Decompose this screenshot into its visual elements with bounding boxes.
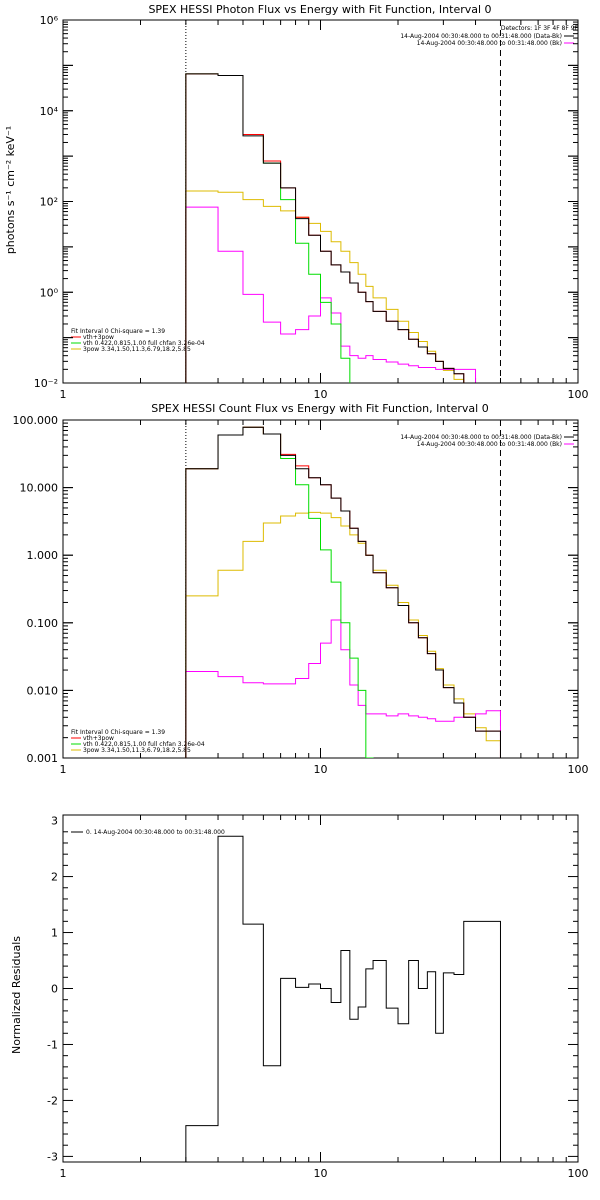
y-tick-label: 0.100 bbox=[27, 617, 59, 630]
y-tick-label: 2 bbox=[51, 871, 58, 884]
series-line-data-bk bbox=[185, 73, 477, 383]
series-line-vth bbox=[185, 426, 374, 758]
y-tick-label: 0.010 bbox=[27, 684, 59, 697]
legend-entry: 14-Aug-2004 00:30:48.000 to 00:31:48.000… bbox=[417, 40, 562, 47]
y-tick-label: 0.001 bbox=[27, 752, 59, 765]
series-line-data-bk bbox=[185, 426, 501, 758]
photon-flux-title: SPEX HESSI Photon Flux vs Energy with Fi… bbox=[148, 3, 491, 16]
legend-entry: 0. 14-Aug-2004 00:30:48.000 to 00:31:48.… bbox=[86, 829, 225, 836]
x-tick-label: 100 bbox=[568, 763, 589, 776]
residuals-panel: Normalized Residuals 0. 14-Aug-2004 00:3… bbox=[10, 814, 589, 1180]
legend-entry: vth+3pow bbox=[83, 735, 114, 742]
legend-entry: 3pow 3.34,1.50,11.3,6.79,18.2,5.85 bbox=[83, 747, 191, 754]
y-tick-label: -2 bbox=[47, 1094, 58, 1107]
legend-bottom-header: Fit Interval 0 Chi-square = 1.39 bbox=[71, 729, 165, 736]
series-group bbox=[185, 73, 477, 383]
legend-top: 14-Aug-2004 00:30:48.000 to 00:31:48.000… bbox=[400, 33, 574, 47]
series-line-vth-3pow bbox=[185, 426, 501, 758]
series-group bbox=[185, 835, 501, 1162]
photon-flux-ylabel: photons s⁻¹ cm⁻² keV⁻¹ bbox=[4, 126, 17, 254]
y-tick-label: 0 bbox=[51, 983, 58, 996]
legend-entry: 14-Aug-2004 00:30:48.000 to 00:31:48.000… bbox=[400, 434, 562, 441]
y-axis: -3 -2 -1 0 1 2 3 bbox=[47, 815, 578, 1163]
legend-top: 14-Aug-2004 00:30:48.000 to 00:31:48.000… bbox=[400, 434, 574, 448]
x-tick-label: 100 bbox=[568, 1167, 589, 1180]
y-tick-label: 100.000 bbox=[13, 414, 59, 427]
series-line-3pow bbox=[185, 511, 501, 758]
legend-top-header: Detectors: 1F 3F 4F 8F 9F bbox=[501, 25, 579, 32]
x-tick-label: 1 bbox=[60, 763, 67, 776]
y-tick-label: -3 bbox=[47, 1150, 58, 1163]
series-line-vth bbox=[185, 73, 351, 383]
series-line-bk bbox=[185, 206, 477, 383]
residuals-ylabel: Normalized Residuals bbox=[10, 936, 23, 1054]
y-tick-label: 10⁶ bbox=[40, 14, 59, 27]
y-tick-label: 10⁴ bbox=[40, 105, 59, 118]
x-tick-label: 10 bbox=[314, 1167, 328, 1180]
y-tick-label: 10⁻² bbox=[34, 377, 58, 390]
y-axis: 0.001 0.010 0.100 1.000 10.000 100.000 bbox=[13, 414, 578, 765]
y-tick-label: -1 bbox=[47, 1038, 58, 1051]
y-tick-label: 10.000 bbox=[20, 482, 59, 495]
legend-entry: 14-Aug-2004 00:30:48.000 to 00:31:48.000… bbox=[417, 441, 562, 448]
legend-entry: vth 0.422,0.815,1.00 full chfan 3.26e-04 bbox=[83, 340, 205, 347]
count-flux-panel: SPEX HESSI Count Flux vs Energy with Fit… bbox=[13, 402, 589, 776]
series-line-bk bbox=[185, 619, 501, 758]
x-tick-label: 10 bbox=[314, 388, 328, 401]
count-flux-title: SPEX HESSI Count Flux vs Energy with Fit… bbox=[151, 402, 488, 415]
x-axis: 1 10 100 bbox=[60, 815, 589, 1180]
x-tick-label: 1 bbox=[60, 388, 67, 401]
legend-entry: 14-Aug-2004 00:30:48.000 to 00:31:48.000… bbox=[400, 33, 562, 40]
legend-entry: 3pow 3.34,1.50,11.3,6.79,18.2,5.85 bbox=[83, 346, 191, 353]
series-group bbox=[185, 426, 501, 758]
legend-entry: vth+3pow bbox=[83, 334, 114, 341]
series-line-0-14-aug-2004-00-30-48-000-to-00-31-48-000 bbox=[185, 835, 501, 1162]
x-axis: 1 10 100 bbox=[60, 420, 589, 776]
series-line-3pow bbox=[185, 190, 465, 383]
legend-top: 0. 14-Aug-2004 00:30:48.000 to 00:31:48.… bbox=[71, 829, 225, 836]
y-tick-label: 10² bbox=[40, 196, 58, 209]
y-axis: 10⁻² 10⁰ 10² 10⁴ 10⁶ bbox=[34, 14, 578, 390]
photon-flux-panel: SPEX HESSI Photon Flux vs Energy with Fi… bbox=[4, 3, 589, 401]
x-tick-label: 10 bbox=[314, 763, 328, 776]
y-tick-label: 3 bbox=[51, 815, 58, 828]
x-tick-label: 1 bbox=[60, 1167, 67, 1180]
legend-entry: vth 0.422,0.815,1.00 full chfan 3.26e-04 bbox=[83, 741, 205, 748]
x-tick-label: 100 bbox=[568, 388, 589, 401]
y-tick-label: 1.000 bbox=[27, 549, 59, 562]
y-tick-label: 1 bbox=[51, 927, 58, 940]
legend-bottom-header: Fit Interval 0 Chi-square = 1.39 bbox=[71, 328, 165, 335]
y-tick-label: 10⁰ bbox=[40, 286, 59, 299]
